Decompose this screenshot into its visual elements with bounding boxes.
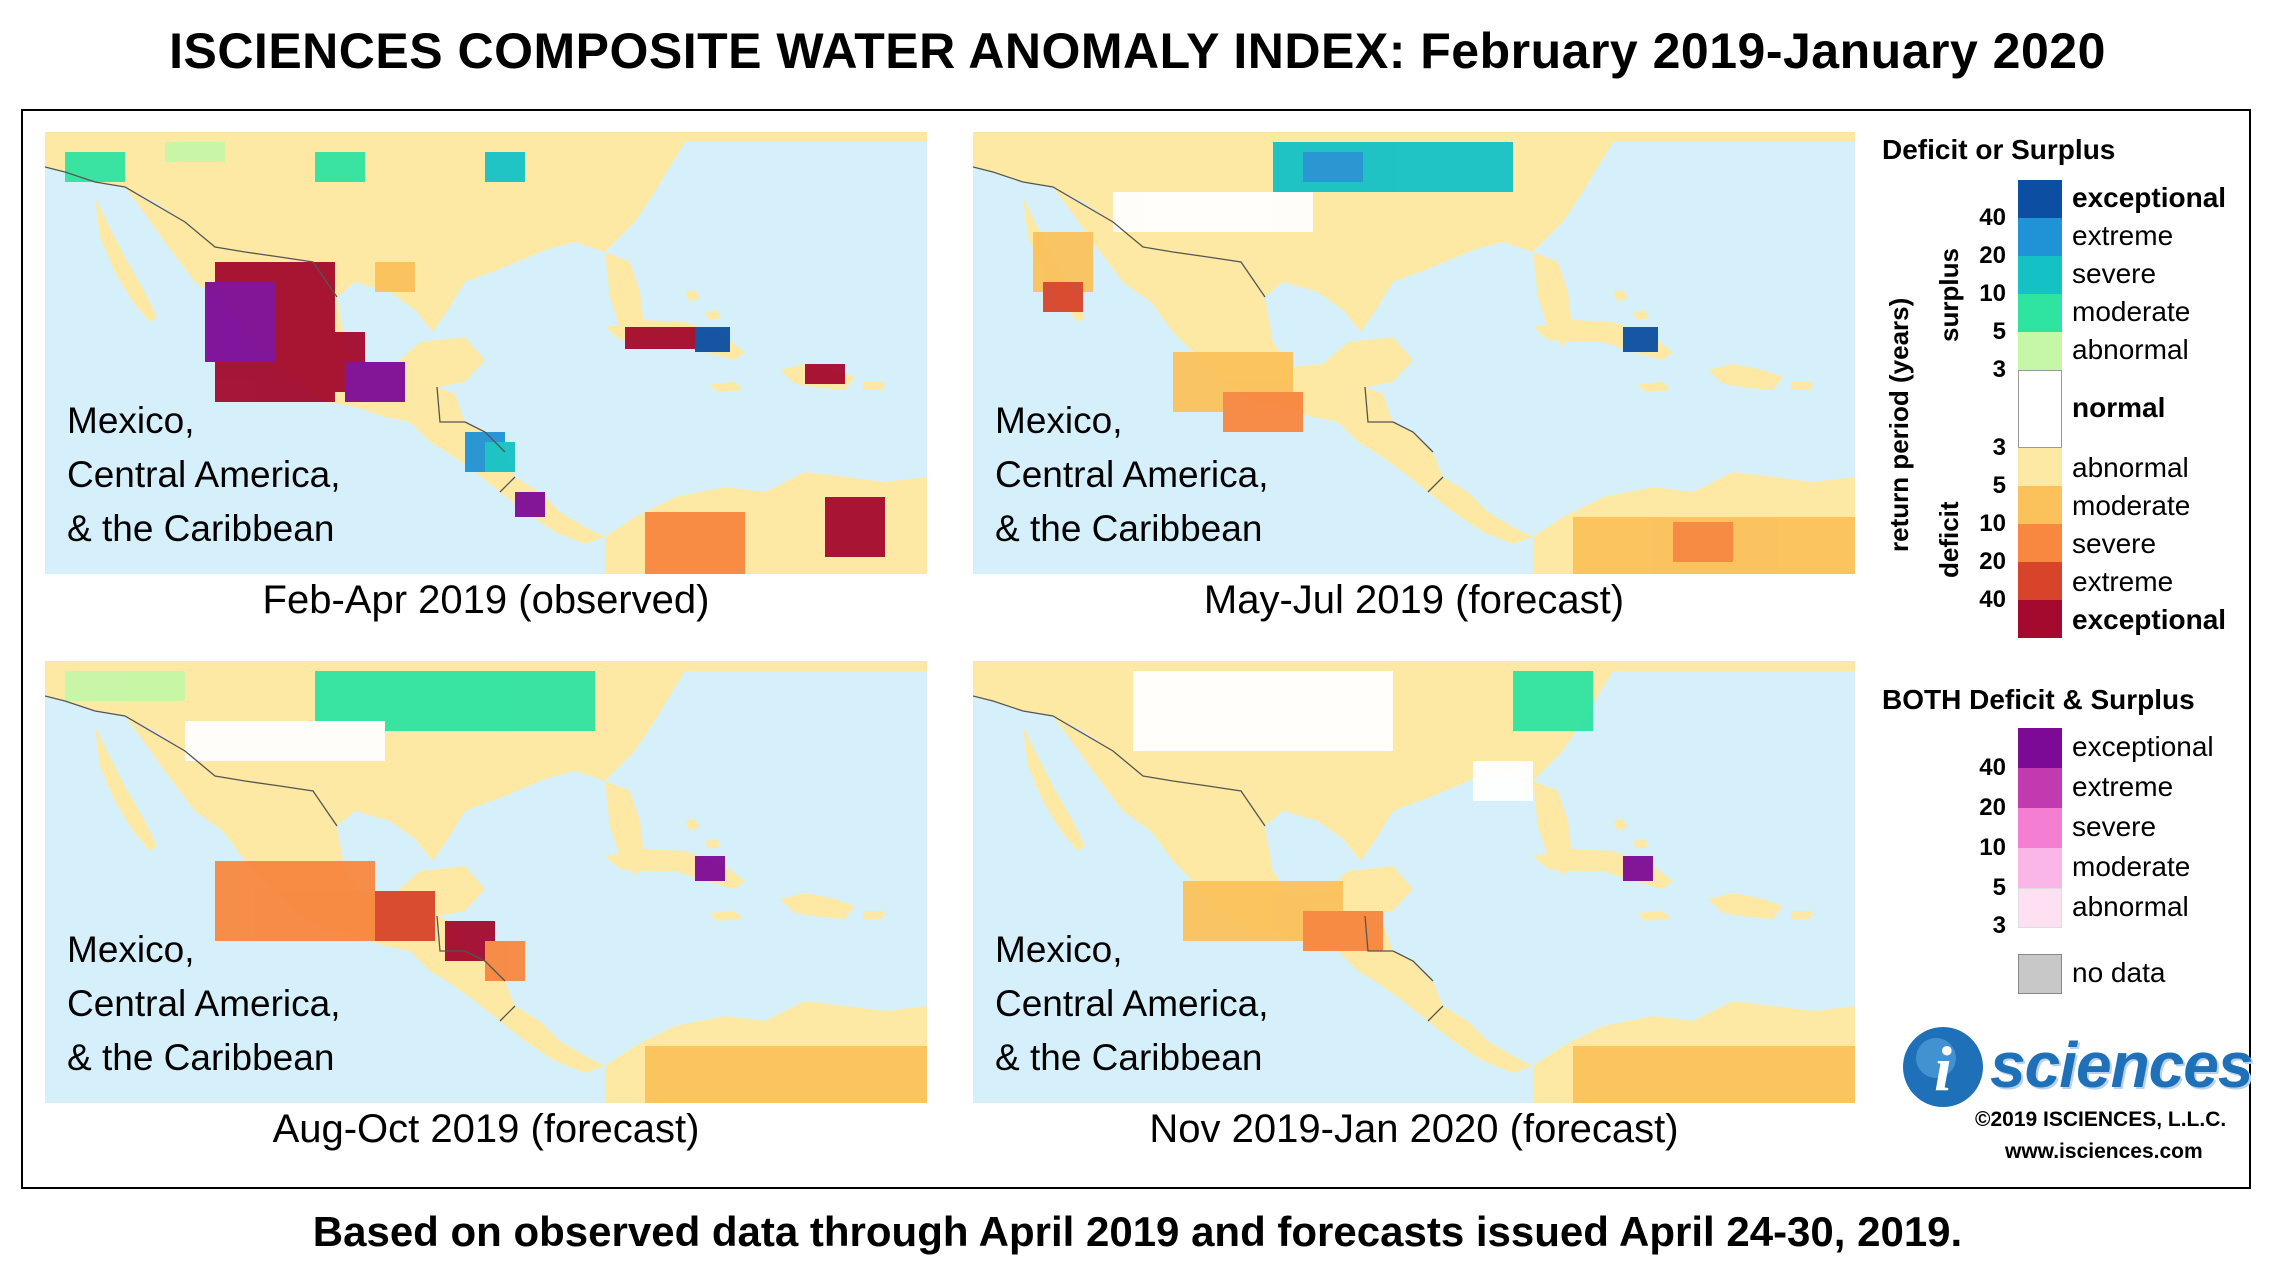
map-panel-may-jul-2019: Mexico, Central America, & the Caribbean (973, 132, 1855, 574)
tick-both-20: 20 (1979, 794, 2006, 821)
footer-note: Based on observed data through April 201… (312, 1208, 1963, 1255)
tick-surplus-20: 20 (1979, 242, 2006, 269)
map-panel-aug-oct-2019: Mexico, Central America, & the Caribbean (45, 661, 927, 1103)
label-no-data: no data (2072, 957, 2166, 988)
swatch-surplus-severe (2018, 256, 2062, 294)
caption-may-jul-2019: May-Jul 2019 (forecast) (1203, 578, 1625, 622)
label-both-severe: severe (2072, 811, 2157, 842)
label-both-extreme: extreme (2072, 771, 2174, 802)
region-line-1: Mexico, (67, 929, 195, 970)
copyright: ©2019 ISCIENCES, L.L.C. (1975, 1108, 2227, 1131)
label-surplus-severe: severe (2072, 258, 2157, 289)
caption-aug-oct-2019: Aug-Oct 2019 (forecast) (272, 1107, 700, 1151)
swatch-no-data (2018, 954, 2062, 994)
legend-title-deficit-or-surplus: Deficit or Surplus (1882, 134, 2116, 165)
swatch-normal (2018, 370, 2062, 448)
swatch-deficit-exceptional (2018, 600, 2062, 638)
logo-text: sciences (1990, 1029, 2253, 1101)
region-line-3: & the Caribbean (67, 508, 335, 549)
tick-deficit-10: 10 (1979, 510, 2006, 537)
map-may-jul-2019 (973, 132, 1855, 574)
swatch-surplus-extreme (2018, 218, 2062, 256)
tick-both-5: 5 (1992, 874, 2006, 901)
region-line-3: & the Caribbean (995, 508, 1263, 549)
swatch-both-exceptional (2018, 728, 2062, 768)
tick-deficit-5: 5 (1992, 472, 2006, 499)
legend-axis-label: return period (years) (1884, 297, 1914, 552)
region-line-2: Central America, (67, 454, 341, 495)
label-surplus-extreme: extreme (2072, 220, 2174, 251)
tick-both-40: 40 (1979, 754, 2006, 781)
tick-surplus-40: 40 (1979, 204, 2006, 231)
swatch-deficit-severe (2018, 524, 2062, 562)
tick-both-10: 10 (1979, 834, 2006, 861)
map-panel-nov-2019-jan-2020: Mexico, Central America, & the Caribbean (973, 661, 1855, 1103)
label-deficit-moderate: moderate (2072, 490, 2191, 521)
swatch-both-moderate (2018, 848, 2062, 888)
label-surplus-exceptional: exceptional (2072, 182, 2227, 213)
legend-deficit-label: deficit (1934, 501, 1964, 578)
swatch-surplus-abnormal (2018, 332, 2062, 370)
tick-both-3: 3 (1992, 912, 2006, 939)
figure-frame (21, 109, 2251, 1189)
swatch-deficit-extreme (2018, 562, 2062, 600)
region-label: Mexico, Central America, & the Caribbean (67, 923, 341, 1085)
legend: Deficit or Surplus return period (years)… (1860, 120, 2250, 1180)
label-both-abnormal: abnormal (2072, 891, 2189, 922)
region-line-1: Mexico, (67, 400, 195, 441)
map-aug-oct-2019 (45, 661, 927, 1103)
swatch-surplus-moderate (2018, 294, 2062, 332)
region-line-1: Mexico, (995, 400, 1123, 441)
label-deficit-extreme: extreme (2072, 566, 2174, 597)
tick-surplus-5: 5 (1992, 318, 2006, 345)
label-deficit-severe: severe (2072, 528, 2157, 559)
caption-nov-2019-jan-2020: Nov 2019-Jan 2020 (forecast) (1149, 1107, 1679, 1151)
isciences-logo: i sciences (1890, 1020, 2253, 1120)
region-line-2: Central America, (995, 983, 1269, 1024)
region-label: Mexico, Central America, & the Caribbean (67, 394, 341, 556)
label-surplus-abnormal: abnormal (2072, 334, 2189, 365)
tick-deficit-40: 40 (1979, 586, 2006, 613)
region-label: Mexico, Central America, & the Caribbean (995, 923, 1269, 1085)
region-line-3: & the Caribbean (995, 1037, 1263, 1078)
region-line-2: Central America, (67, 983, 341, 1024)
caption-feb-apr-2019: Feb-Apr 2019 (observed) (262, 578, 710, 622)
label-deficit-exceptional: exceptional (2072, 604, 2227, 635)
main-title: ISCIENCES COMPOSITE WATER ANOMALY INDEX:… (169, 23, 2106, 79)
region-line-1: Mexico, (995, 929, 1123, 970)
map-nov-2019-jan-2020 (973, 661, 1855, 1103)
region-line-2: Central America, (995, 454, 1269, 495)
swatch-deficit-abnormal (2018, 448, 2062, 486)
legend-surplus-label: surplus (1934, 248, 1964, 342)
legend-title-both: BOTH Deficit & Surplus (1882, 684, 2195, 715)
website: www.isciences.com (2005, 1140, 2203, 1163)
logo-globe-icon: i (1903, 1027, 1983, 1107)
swatch-surplus-exceptional (2018, 180, 2062, 218)
label-both-exceptional: exceptional (2072, 731, 2214, 762)
label-both-moderate: moderate (2072, 851, 2191, 882)
swatch-deficit-moderate (2018, 486, 2062, 524)
tick-surplus-10: 10 (1979, 280, 2006, 307)
map-feb-apr-2019 (45, 132, 927, 574)
label-normal: normal (2072, 392, 2166, 423)
tick-surplus-3: 3 (1992, 356, 2006, 383)
label-deficit-abnormal: abnormal (2072, 452, 2189, 483)
tick-deficit-3: 3 (1992, 434, 2006, 461)
label-surplus-moderate: moderate (2072, 296, 2191, 327)
map-panel-feb-apr-2019: Mexico, Central America, & the Caribbean (45, 132, 927, 574)
region-line-3: & the Caribbean (67, 1037, 335, 1078)
region-label: Mexico, Central America, & the Caribbean (995, 394, 1269, 556)
swatch-both-abnormal (2018, 888, 2062, 928)
swatch-both-severe (2018, 808, 2062, 848)
swatch-both-extreme (2018, 768, 2062, 808)
tick-deficit-20: 20 (1979, 548, 2006, 575)
logo-i: i (1934, 1033, 1952, 1104)
